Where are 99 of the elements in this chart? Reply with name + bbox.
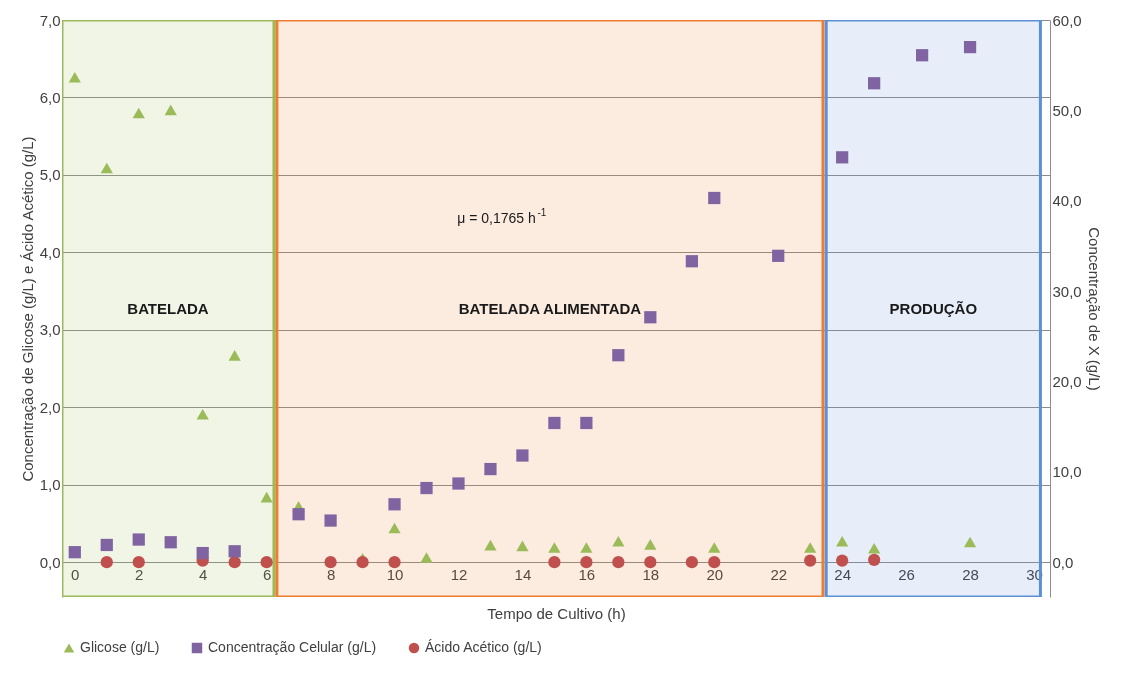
point (132, 107, 145, 119)
y-tick-label: 1,0 (39, 476, 61, 494)
point (100, 556, 113, 569)
point (868, 553, 881, 566)
point (915, 49, 929, 62)
x-tick-label: 16 (578, 565, 596, 583)
band-label: BATELADA ALIMENTADA (458, 299, 642, 317)
x-tick-label: 24 (834, 565, 852, 583)
x-tick-label: 12 (450, 565, 468, 583)
point (548, 416, 561, 430)
point (836, 535, 849, 547)
x-tick-label: 8 (326, 565, 336, 583)
point (516, 449, 529, 462)
point (580, 556, 593, 569)
y2-tick-label: 60,0 (1052, 11, 1082, 29)
point (132, 533, 145, 546)
x-tick-label: 18 (642, 565, 660, 583)
point (644, 556, 657, 569)
y-tick-label: 3,0 (39, 321, 61, 339)
point (804, 542, 817, 553)
point (68, 72, 81, 83)
point (516, 540, 529, 552)
point (868, 77, 881, 90)
point (68, 546, 81, 559)
legend-label: Glicose (g/L) (80, 639, 160, 655)
x-tick-label: 6 (262, 565, 272, 583)
y-tick-label: 0,0 (39, 553, 61, 571)
point (708, 191, 721, 205)
point (228, 350, 241, 361)
point (452, 477, 465, 490)
x-tick-label: 20 (706, 565, 724, 583)
y2-tick-label: 10,0 (1052, 463, 1082, 481)
point (292, 508, 305, 521)
y-tick-label: 7,0 (39, 11, 61, 29)
point (356, 556, 369, 569)
x-axis-title: Tempo de Cultivo (h) (487, 604, 626, 622)
point (548, 542, 561, 553)
point (963, 40, 977, 54)
y2-tick-label: 50,0 (1052, 101, 1082, 119)
point (196, 546, 209, 560)
point (100, 162, 113, 174)
x-tick-label: 22 (770, 565, 788, 583)
point (708, 542, 721, 553)
y-tick-label: 6,0 (39, 88, 61, 106)
y2-tick-label: 0,0 (1052, 553, 1074, 571)
point (868, 542, 881, 554)
y-tick-label: 2,0 (39, 398, 61, 416)
point (420, 481, 433, 495)
x-tick-label: 26 (898, 565, 915, 583)
y2-tick-label: 40,0 (1052, 192, 1082, 210)
point (164, 536, 177, 549)
point (260, 491, 273, 503)
point (612, 349, 625, 362)
x-tick-label: 14 (514, 565, 532, 583)
x-tick-label: 2 (135, 565, 144, 583)
point (388, 522, 401, 534)
point (132, 556, 145, 569)
point (612, 556, 625, 569)
x-tick-label: 0 (71, 565, 80, 583)
point (836, 151, 849, 164)
point (388, 498, 401, 511)
x-tick-label: 4 (199, 565, 208, 583)
point (548, 556, 561, 569)
point (644, 539, 657, 550)
point (196, 408, 209, 420)
point (484, 462, 497, 476)
point (963, 536, 977, 548)
y2-tick-label: 30,0 (1052, 282, 1082, 300)
point (644, 311, 657, 324)
band-label: BATELADA (127, 299, 209, 317)
point (388, 556, 401, 569)
y-axis-title: Concentração de Glicose (g/L) e Ácido Acético (g/L) (18, 136, 36, 482)
point (228, 545, 241, 558)
y-tick-label: 4,0 (39, 243, 61, 261)
y2-tick-label: 20,0 (1052, 372, 1082, 390)
point (324, 514, 337, 527)
point (772, 249, 785, 262)
point (708, 556, 721, 569)
point (685, 556, 699, 569)
x-tick-label: 10 (386, 565, 404, 583)
point (580, 416, 593, 430)
legend-label: Ácido Acético (g/L) (425, 639, 542, 655)
y-tick-label: 5,0 (39, 166, 61, 184)
point (580, 542, 593, 553)
point (420, 552, 433, 563)
point (836, 554, 849, 567)
point (484, 539, 497, 551)
point (612, 535, 625, 547)
point (804, 554, 817, 567)
point (228, 556, 241, 569)
y2-axis-title: Concentração de X (g/L) (1085, 227, 1103, 391)
point (260, 556, 273, 569)
point (164, 104, 177, 116)
band-label: PRODUÇÃO (889, 299, 978, 317)
point (685, 255, 699, 268)
point (100, 538, 113, 552)
legend-label: Concentração Celular (g/L) (208, 639, 377, 655)
x-tick-label: 28 (962, 565, 979, 583)
point (324, 556, 337, 569)
